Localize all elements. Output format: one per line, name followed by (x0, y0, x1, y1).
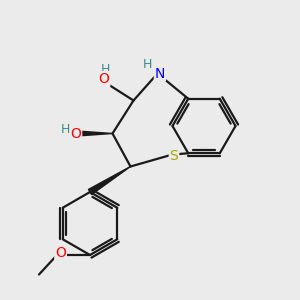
Text: O: O (70, 127, 81, 140)
Polygon shape (88, 167, 130, 194)
Text: O: O (55, 246, 66, 260)
Text: H: H (143, 58, 153, 71)
Text: N: N (155, 67, 165, 80)
Text: S: S (169, 149, 178, 163)
Text: H: H (60, 123, 70, 136)
Text: O: O (99, 72, 110, 86)
Polygon shape (76, 131, 112, 136)
Text: H: H (101, 62, 111, 76)
